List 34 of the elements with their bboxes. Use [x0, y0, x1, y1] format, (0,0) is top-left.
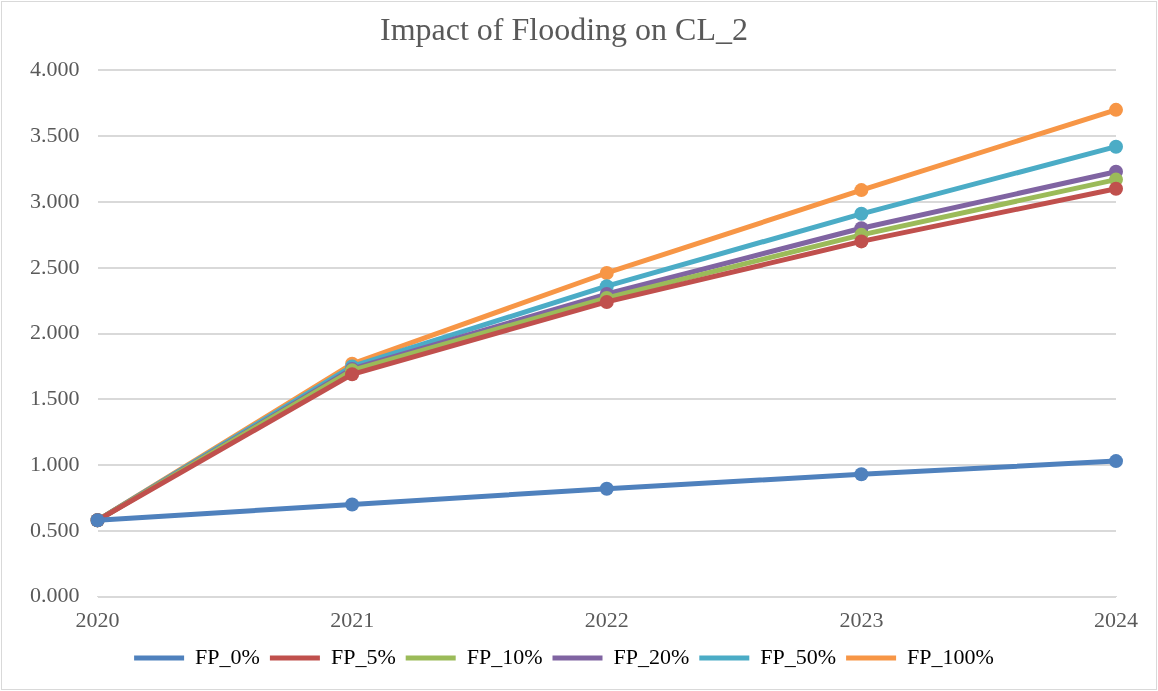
y-tick-label: 0.000 — [30, 582, 80, 608]
legend-label: FP_5% — [330, 643, 396, 669]
y-tick-label: 4.000 — [30, 56, 80, 82]
point — [345, 367, 360, 382]
point — [1109, 139, 1123, 154]
point — [1109, 102, 1123, 117]
point — [1109, 181, 1123, 196]
point — [599, 294, 614, 309]
y-tick-label: 1.000 — [30, 450, 80, 476]
point — [345, 497, 360, 512]
legend-label: FP_100% — [907, 643, 994, 669]
x-tick-label: 2020 — [75, 606, 120, 632]
y-tick-label: 0.500 — [30, 516, 80, 542]
point — [599, 481, 614, 496]
y-tick-label: 1.500 — [30, 385, 80, 411]
point — [599, 265, 614, 280]
y-tick-label: 2.000 — [30, 319, 80, 345]
point — [854, 183, 869, 198]
point — [854, 467, 869, 482]
legend-label: FP_10% — [466, 643, 543, 669]
legend-label: FP_20% — [613, 643, 690, 669]
point — [1109, 454, 1123, 469]
x-tick-label: 2023 — [839, 606, 884, 632]
y-tick-label: 3.000 — [30, 187, 80, 213]
point — [854, 206, 869, 221]
point — [854, 234, 869, 249]
legend-label: FP_0% — [195, 643, 260, 669]
chart-title: Impact of Flooding on CL_2 — [380, 10, 748, 47]
x-tick-label: 2021 — [330, 606, 375, 632]
y-tick-label: 2.500 — [30, 253, 80, 279]
x-tick-label: 2022 — [584, 606, 629, 632]
x-tick-label: 2024 — [1094, 606, 1138, 632]
y-tick-label: 3.500 — [30, 121, 80, 147]
legend-label: FP_50% — [760, 643, 837, 669]
